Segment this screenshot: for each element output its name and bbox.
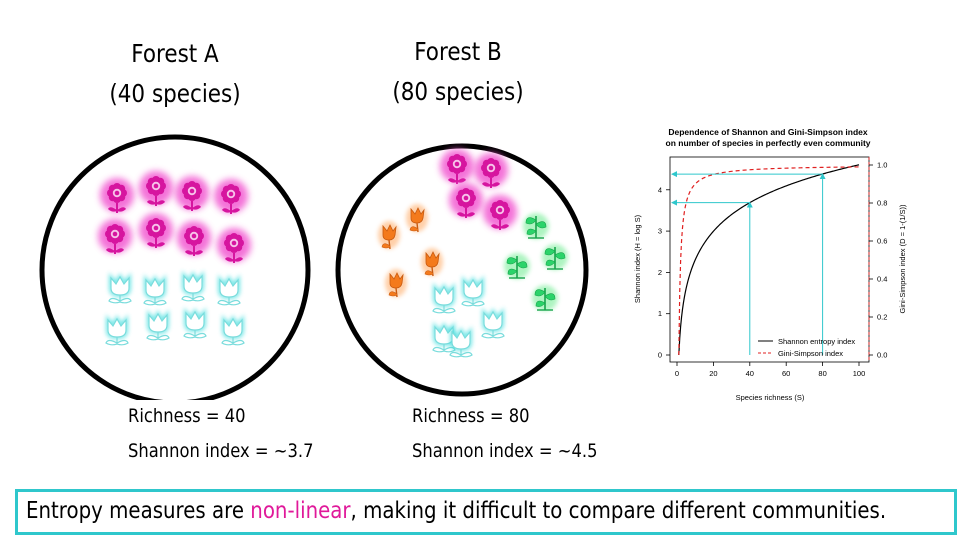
forest-a-magenta-flower <box>139 171 173 206</box>
plot-frame <box>669 156 870 363</box>
forest-a-white-tulip <box>217 274 241 306</box>
flowers-layer <box>98 149 568 358</box>
forest-a-white-tulip <box>143 274 167 306</box>
series-simpson-line <box>678 166 860 356</box>
y-tick-label: 2 <box>658 268 662 277</box>
forest-b-magenta-flower <box>474 153 508 188</box>
x-tick-label: 100 <box>853 369 866 378</box>
y-tick-label: 4 <box>658 185 662 194</box>
forest-b-orange-tulip <box>385 269 407 298</box>
x-tick-label: 80 <box>818 369 826 378</box>
chart-marks <box>671 164 860 356</box>
forest-a-magenta-flower <box>98 219 132 254</box>
forest-a-magenta-flower <box>139 213 173 248</box>
forest-b-magenta-flower <box>449 183 483 218</box>
forest-b-richness: Richness = 80 <box>412 405 530 427</box>
y-axis-right-label: Gini-Simpson index (D = 1-(1/S)) <box>898 204 907 313</box>
x-tick-label: 0 <box>675 369 679 378</box>
forest-a-name: Forest A <box>131 39 219 68</box>
forest-a-magenta-flower <box>214 179 248 214</box>
forest-a-circle <box>39 134 311 400</box>
forest-b-name: Forest B <box>414 37 502 66</box>
y-axis-left: 0 1 2 3 4 <box>658 185 670 360</box>
y2-tick-label: 1.0 <box>877 161 887 170</box>
forest-b-sprout <box>504 253 530 279</box>
conclusion-box: Entropy measures are non-linear, making … <box>15 489 957 535</box>
forest-a-richness: Richness = 40 <box>128 405 246 427</box>
forest-a-white-tulip <box>221 314 245 346</box>
legend: Shannon entropy index Gini-Simpson index <box>758 337 855 358</box>
forest-b-sprout <box>523 213 549 239</box>
y2-tick-label: 0.2 <box>877 313 887 322</box>
forest-b-orange-tulip <box>406 204 428 233</box>
x-tick-label: 20 <box>709 369 717 378</box>
forest-b-white-tulip <box>481 307 505 339</box>
conclusion-after: , making it difficult to compare differe… <box>350 498 887 524</box>
forest-b-sprout <box>532 285 558 311</box>
forest-b-species: (80 species) <box>392 77 524 106</box>
forest-a-title: Forest A (40 species) <box>106 34 244 114</box>
chart-title-line-2: on number of species in perfectly even c… <box>666 138 871 148</box>
forest-a-white-tulip <box>105 314 129 346</box>
y2-tick-label: 0.4 <box>877 275 887 284</box>
forest-a-magenta-flower <box>177 221 211 256</box>
y-tick-label: 3 <box>658 227 662 236</box>
y2-tick-label: 0.6 <box>877 237 887 246</box>
y2-tick-label: 0.8 <box>877 199 887 208</box>
forest-b-circle <box>335 143 589 397</box>
entropy-chart: Dependence of Shannon and Gini-Simpson i… <box>633 127 907 402</box>
forest-a-magenta-flower <box>100 178 134 213</box>
series-shannon-line <box>678 164 860 356</box>
forest-b-sprout <box>542 244 568 270</box>
forest-a-magenta-flower <box>217 228 251 263</box>
legend-simpson-label: Gini-Simpson index <box>778 349 843 358</box>
forest-b-title: Forest B (80 species) <box>389 32 527 112</box>
conclusion-text: Entropy measures are non-linear, making … <box>26 498 886 524</box>
conclusion-before: Entropy measures are <box>26 498 251 524</box>
forest-b-white-tulip <box>432 282 456 314</box>
forest-b-white-tulip <box>461 275 485 307</box>
forest-b-white-tulip <box>449 326 473 358</box>
x-tick-label: 40 <box>746 369 754 378</box>
x-tick-label: 60 <box>782 369 790 378</box>
forest-a-white-tulip <box>146 309 170 341</box>
legend-shannon-label: Shannon entropy index <box>778 337 855 346</box>
forest-b-magenta-flower <box>440 149 474 184</box>
x-axis: 0 20 40 60 80 100 <box>675 362 865 378</box>
forest-a-white-tulip <box>183 307 207 339</box>
y-tick-label: 0 <box>658 351 662 360</box>
forest-b-orange-tulip <box>378 221 400 250</box>
y-axis-label: Shannon index (H = log S) <box>633 214 642 303</box>
y-axis-right: 0.0 0.2 0.4 0.6 0.8 1.0 <box>868 157 887 362</box>
forest-b-orange-tulip <box>421 248 443 277</box>
forest-a-shannon: Shannon index = ~3.7 <box>128 440 314 462</box>
forest-b-shannon: Shannon index = ~4.5 <box>412 440 598 462</box>
forest-b-magenta-flower <box>483 195 517 230</box>
forest-illustrations <box>39 134 589 400</box>
forest-a-white-tulip <box>181 270 205 302</box>
chart-title-line-1: Dependence of Shannon and Gini-Simpson i… <box>668 127 868 137</box>
forest-a-species: (40 species) <box>109 79 241 108</box>
forest-a-white-tulip <box>108 272 132 304</box>
forest-a-magenta-flower <box>175 176 209 211</box>
conclusion-highlight: non-linear <box>250 498 351 524</box>
y-tick-label: 1 <box>658 309 662 318</box>
y2-tick-label: 0.0 <box>877 351 887 360</box>
x-axis-label: Species richness (S) <box>736 393 805 402</box>
